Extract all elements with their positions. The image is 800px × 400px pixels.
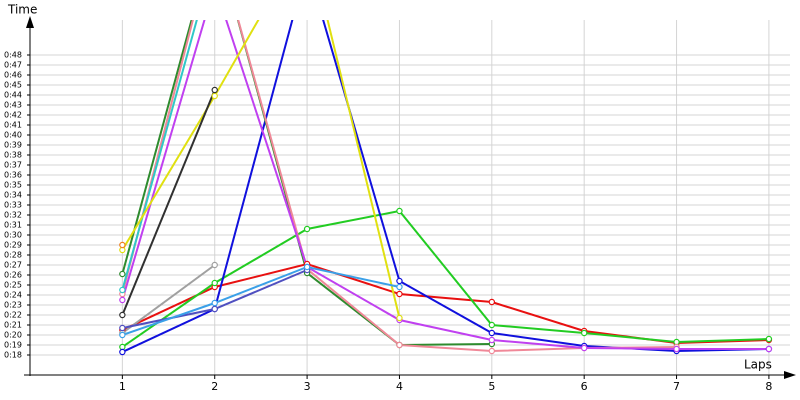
series-line (121, 264, 216, 334)
series-line (121, 89, 216, 316)
y-tick-label: 0:26 (4, 271, 22, 280)
series-line (121, 20, 769, 350)
y-tick-label: 0:39 (4, 141, 22, 150)
series-line (121, 209, 769, 348)
y-tick-label: 0:23 (4, 301, 22, 310)
data-point (211, 261, 218, 269)
data-point (119, 324, 126, 332)
y-tick-label: 0:43 (4, 101, 22, 110)
data-point (580, 329, 588, 337)
y-tick-label: 0:47 (4, 61, 22, 70)
y-tick-label: 0:35 (4, 181, 22, 190)
data-point (488, 336, 496, 344)
series-line (121, 20, 198, 291)
series-line (121, 20, 401, 319)
y-tick-label: 0:48 (4, 51, 22, 60)
data-point (119, 331, 126, 339)
data-point (673, 345, 680, 353)
data-point (303, 263, 311, 271)
y-tick-label: 0:30 (4, 231, 22, 240)
data-point (396, 277, 403, 285)
x-tick-label: 8 (765, 380, 772, 393)
y-tick-label: 0:19 (4, 341, 22, 350)
x-tick-label: 2 (211, 380, 218, 393)
data-point (580, 344, 588, 352)
data-point (119, 241, 126, 249)
data-point (488, 321, 496, 329)
y-tick-label: 0:31 (4, 221, 22, 230)
y-tick-label: 0:38 (4, 151, 22, 160)
data-point (211, 92, 218, 100)
data-point (396, 314, 403, 322)
y-tick-label: 0:21 (4, 321, 22, 330)
x-tick-label: 1 (119, 380, 126, 393)
data-point (119, 296, 126, 304)
y-tick-label: 0:34 (4, 191, 22, 200)
y-tick-label: 0:24 (4, 291, 22, 300)
y-tick-label: 0:44 (4, 91, 22, 100)
data-point (488, 347, 496, 355)
data-point (119, 311, 126, 319)
x-tick-label: 4 (396, 380, 403, 393)
x-tick-label: 7 (673, 380, 680, 393)
data-point (119, 286, 126, 294)
data-point (303, 225, 311, 233)
series-line (121, 262, 769, 345)
data-point (211, 86, 218, 94)
data-point (396, 341, 403, 349)
y-tick-label: 0:27 (4, 261, 22, 270)
data-point (765, 335, 773, 343)
data-point (488, 298, 496, 306)
y-tick-label: 0:32 (4, 211, 22, 220)
data-point (119, 270, 126, 278)
y-tick-label: 0:42 (4, 111, 22, 120)
plot-area (119, 20, 773, 356)
y-tick-label: 0:28 (4, 251, 22, 260)
series-line (121, 20, 769, 353)
y-tick-label: 0:37 (4, 161, 22, 170)
y-tick-label: 0:22 (4, 311, 22, 320)
data-point (396, 283, 403, 291)
data-point (396, 207, 403, 215)
data-point (765, 345, 773, 353)
x-tick-label: 5 (488, 380, 495, 393)
series-line (122, 265, 400, 336)
x-tick-label: 6 (581, 380, 588, 393)
y-tick-label: 0:40 (4, 131, 22, 140)
x-tick-label: 3 (304, 380, 311, 393)
data-point (211, 305, 218, 313)
y-tick-label: 0:18 (4, 351, 22, 360)
x-axis-label: Laps (744, 358, 772, 372)
y-tick-label: 0:33 (4, 201, 22, 210)
data-point (119, 348, 126, 356)
y-tick-label: 0:36 (4, 171, 22, 180)
data-point (211, 279, 218, 287)
y-tick-label: 0:20 (4, 331, 22, 340)
y-tick-label: 0:29 (4, 241, 22, 250)
x-arrow (784, 371, 796, 379)
data-point (488, 329, 496, 337)
y-tick-label: 0:46 (4, 71, 22, 80)
data-point (211, 299, 218, 307)
y-tick-label: 0:45 (4, 81, 22, 90)
data-point (396, 290, 403, 298)
y-tick-label: 0:41 (4, 121, 22, 130)
y-axis-label: Time (7, 3, 37, 17)
y-tick-label: 0:25 (4, 281, 22, 290)
y-arrow (26, 16, 34, 28)
